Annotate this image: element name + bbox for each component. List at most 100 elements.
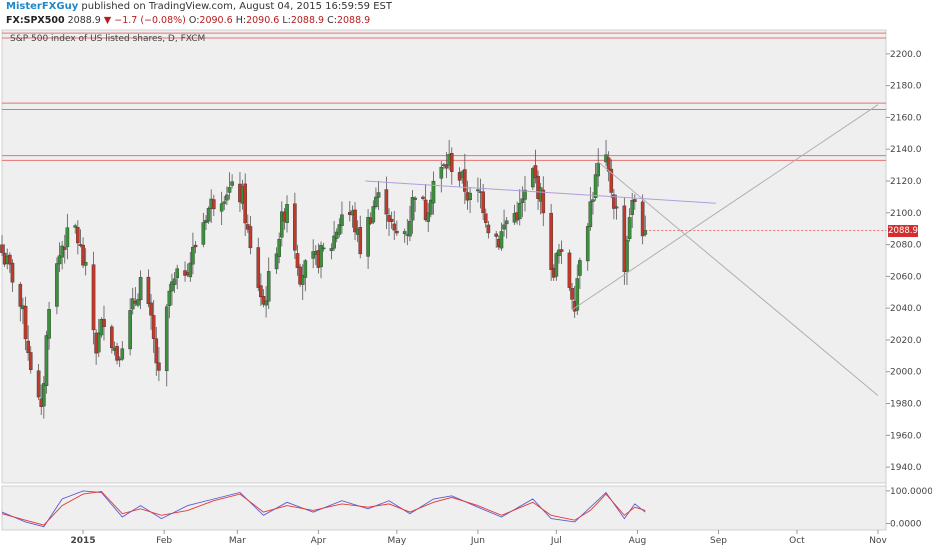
candle-body: [575, 278, 580, 311]
candle-body: [248, 226, 253, 249]
candle-body: [175, 268, 180, 279]
candles: [0, 139, 648, 419]
candle-body: [222, 201, 227, 204]
time-axis[interactable]: 2015 Feb Mar Apr May Jun Jul Aug Sep Oct Nov: [71, 530, 888, 546]
candle-body: [609, 168, 614, 193]
candle-body: [227, 187, 232, 193]
candle-body: [60, 245, 64, 258]
close-label: C:: [327, 15, 337, 26]
candle-body: [55, 263, 59, 307]
candle-body: [588, 201, 593, 228]
candle-body: [117, 358, 122, 361]
candle-body: [358, 227, 363, 255]
low-label: L:: [282, 15, 291, 26]
time-tick-label: Oct: [789, 536, 805, 546]
candle-body: [643, 230, 648, 235]
candle-body: [243, 183, 247, 224]
candle-body: [439, 166, 444, 179]
candle-body: [554, 253, 559, 277]
candle-body: [23, 305, 28, 340]
candle-body: [517, 202, 522, 220]
candle-body: [256, 247, 261, 288]
candle-body: [120, 348, 125, 360]
open-value: 2090.6: [199, 15, 233, 26]
candle-body: [110, 326, 114, 349]
high-label: H:: [235, 15, 247, 26]
candle-body: [295, 253, 300, 268]
candle-body: [138, 277, 143, 301]
time-tick-label: Apr: [311, 536, 327, 546]
indicator-tick-label: 0.0000: [890, 519, 922, 529]
candle-body: [154, 338, 159, 364]
candle-body: [392, 223, 397, 231]
author-link[interactable]: MisterFXGuy: [6, 1, 79, 12]
candle-body: [57, 255, 62, 265]
candle-body: [83, 262, 88, 266]
candle-body: [640, 201, 645, 237]
high-value: 2090.6: [246, 15, 280, 26]
price-tick-label: 1940.0: [890, 463, 922, 473]
candle-body: [481, 191, 485, 214]
candle-body: [625, 239, 629, 272]
candle-body: [633, 199, 637, 203]
candle-body: [274, 253, 279, 270]
price-tick-label: 2160.0: [890, 113, 922, 123]
indicator-axis[interactable]: 100.0000 0.0000: [886, 487, 932, 530]
candle-body: [206, 208, 211, 222]
candle-body: [321, 247, 326, 250]
candle-body: [494, 233, 499, 237]
candle-body: [559, 249, 564, 252]
candle-body: [371, 206, 376, 223]
main-pane[interactable]: [1, 29, 887, 484]
candle-body: [549, 212, 553, 270]
candle-body: [387, 215, 391, 222]
price-tick-label: 2180.0: [890, 82, 922, 92]
candle-body: [230, 181, 234, 186]
candle-body: [219, 203, 224, 212]
candle-body: [423, 199, 428, 221]
candle-body: [65, 227, 70, 248]
indicator-pane[interactable]: [1, 485, 887, 531]
candle-body: [593, 174, 598, 198]
candle-body: [334, 231, 339, 239]
price-tick-label: 2080.0: [890, 241, 922, 251]
candle-body: [157, 362, 161, 371]
candle-body: [395, 230, 399, 234]
candle-body: [504, 220, 509, 225]
candle-body: [444, 164, 449, 169]
price-axis[interactable]: 2200.0 2180.0 2160.0 2140.0 2120.0 2100.0 2080…: [886, 50, 922, 473]
price-tick-label: 2120.0: [890, 177, 922, 187]
candle-body: [570, 288, 574, 300]
indicator-tick-label: 100.0000: [890, 487, 932, 497]
time-tick-label: May: [388, 536, 407, 546]
candle-body: [332, 235, 336, 249]
candle-body: [486, 224, 491, 234]
candle-body: [431, 180, 436, 204]
candle-body: [468, 192, 472, 201]
candle-body: [376, 192, 381, 198]
time-tick-label: Feb: [156, 536, 172, 546]
candle-body: [44, 335, 49, 386]
candle-body: [502, 224, 506, 230]
price-tick-label: 1980.0: [890, 400, 922, 410]
candle-body: [136, 299, 140, 306]
candle-body: [167, 290, 172, 307]
time-tick-label: Jul: [550, 536, 562, 546]
resistance-levels: [2, 32, 886, 161]
price-tick-label: 1960.0: [890, 431, 922, 441]
last-price: 2088.9: [67, 15, 101, 26]
indicator-series-line: [1, 490, 646, 528]
trendline: [571, 104, 879, 311]
candle-body: [567, 252, 572, 288]
candle-body: [421, 196, 425, 199]
candle-body: [264, 300, 268, 306]
candle-body: [578, 260, 582, 276]
trendlines: [365, 104, 886, 396]
candle-body: [622, 205, 627, 273]
candle-body: [259, 285, 263, 298]
candle-body: [606, 157, 611, 172]
candle-body: [614, 206, 619, 209]
candle-body: [627, 217, 632, 239]
symbol-name[interactable]: FX:SPX500: [6, 15, 65, 26]
